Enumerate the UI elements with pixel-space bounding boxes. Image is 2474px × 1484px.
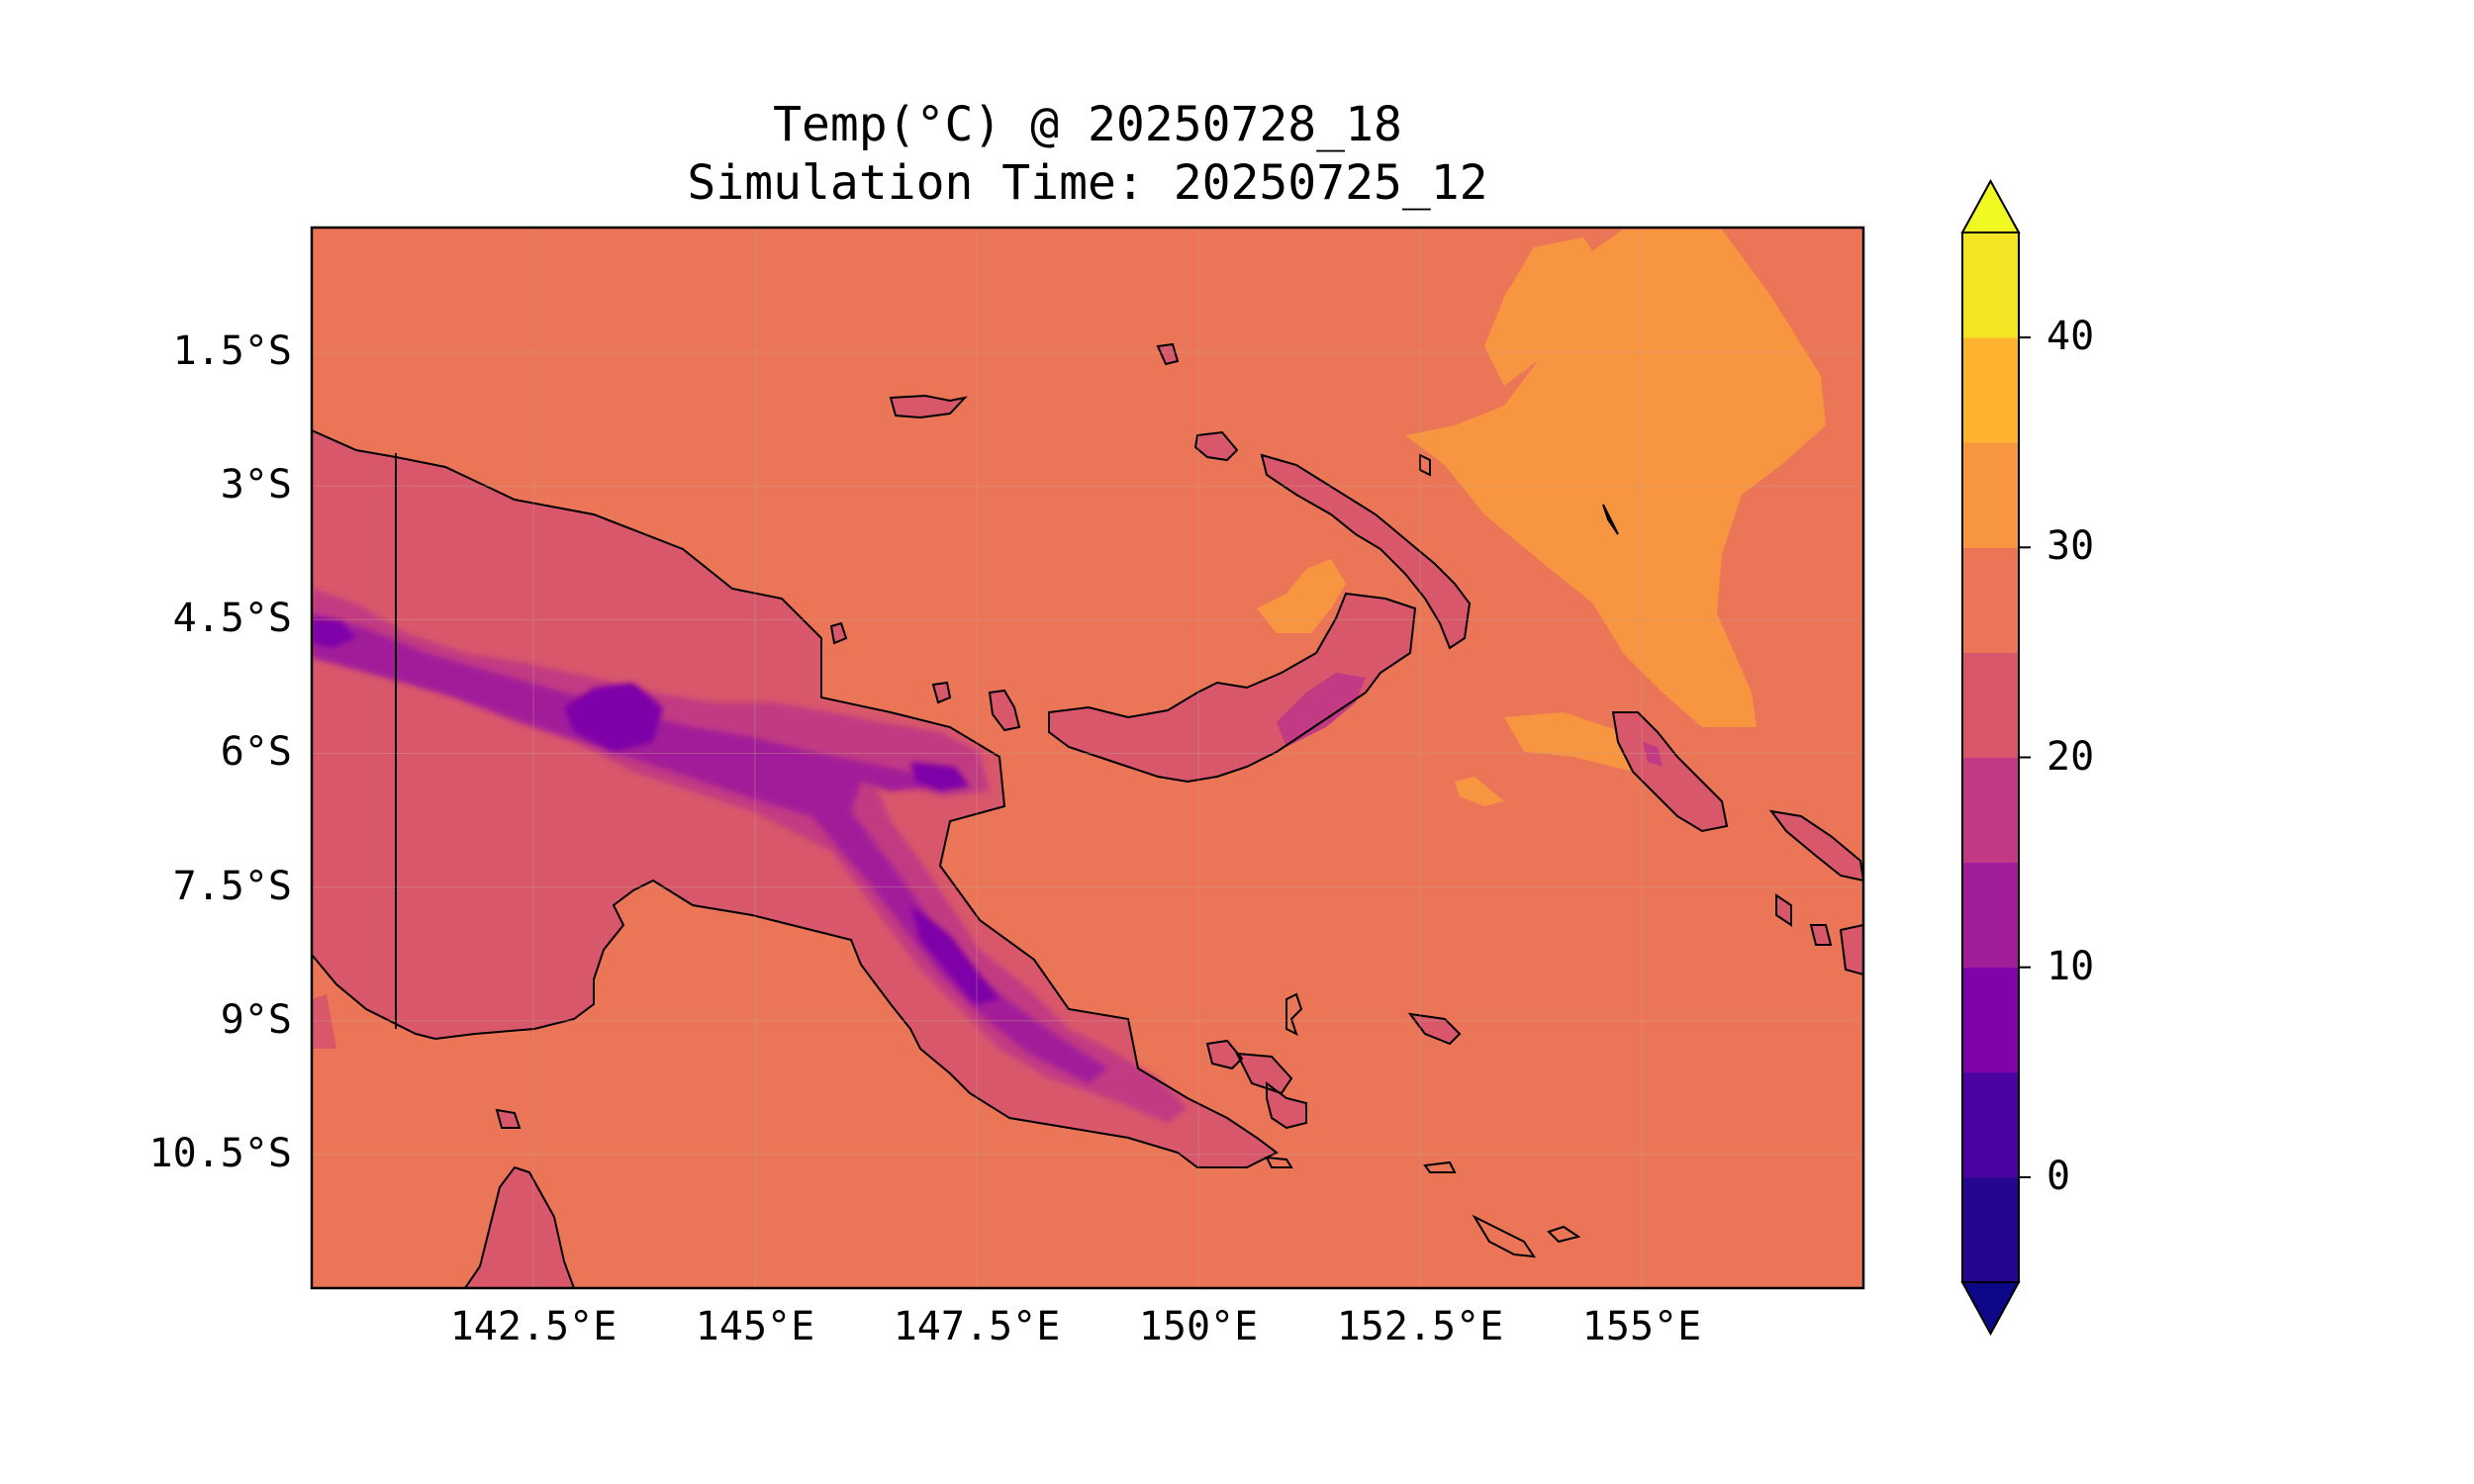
new-ireland-island bbox=[1262, 455, 1470, 648]
lon-tick-label: 147.5°E bbox=[893, 1304, 1061, 1349]
colorbar-level bbox=[1962, 442, 2019, 548]
lon-tick-label: 145°E bbox=[695, 1304, 815, 1349]
colorbar-level bbox=[1962, 547, 2019, 653]
colorbar-over-arrow bbox=[1960, 178, 2021, 233]
colorbar bbox=[1960, 178, 2031, 1337]
bougainville-island bbox=[1613, 712, 1727, 831]
lat-tick-label: 6°S bbox=[220, 729, 292, 776]
lon-tick-label: 142.5°E bbox=[449, 1304, 618, 1349]
lat-tick-label: 4.5°S bbox=[172, 596, 292, 642]
map-title: Temp(°C) @ 20250728_18 bbox=[773, 97, 1402, 152]
lat-tick-label: 9°S bbox=[220, 996, 292, 1043]
lon-tick-label: 152.5°E bbox=[1336, 1304, 1504, 1349]
new-guinea-landmass bbox=[312, 430, 1277, 1167]
lat-tick-label: 10.5°S bbox=[148, 1130, 293, 1176]
map-subtitle: Simulation Time: 20250725_12 bbox=[687, 155, 1488, 211]
warm-ocean-region bbox=[440, 230, 1826, 806]
colorbar-tick-label: 20 bbox=[2046, 733, 2095, 780]
map-frame bbox=[310, 226, 1865, 1290]
lat-tick-label: 7.5°S bbox=[172, 863, 292, 909]
colorbar-level bbox=[1962, 337, 2019, 443]
colorbar-tick-label: 30 bbox=[2046, 523, 2095, 570]
lon-tick-label: 155°E bbox=[1581, 1304, 1702, 1349]
lat-tick-label: 3°S bbox=[220, 462, 292, 509]
lon-tick-label: 150°E bbox=[1138, 1304, 1259, 1349]
colorbar-tick-label: 10 bbox=[2046, 943, 2095, 989]
colorbar-level bbox=[1962, 967, 2019, 1073]
colorbar-tick-label: 0 bbox=[2046, 1153, 2071, 1199]
colorbar-under-arrow bbox=[1960, 1281, 2021, 1337]
colorbar-level bbox=[1962, 1071, 2019, 1178]
colorbar-tick-label: 40 bbox=[2046, 314, 2095, 360]
colorbar-level bbox=[1962, 1176, 2019, 1283]
colorbar-level bbox=[1962, 232, 2019, 338]
colorbar-level bbox=[1962, 757, 2019, 864]
coastlines bbox=[312, 342, 1863, 1288]
lat-tick-label: 1.5°S bbox=[172, 328, 292, 375]
solomon-islands bbox=[1771, 811, 1863, 974]
colorbar-level bbox=[1962, 652, 2019, 758]
colorbar-level bbox=[1962, 862, 2019, 969]
